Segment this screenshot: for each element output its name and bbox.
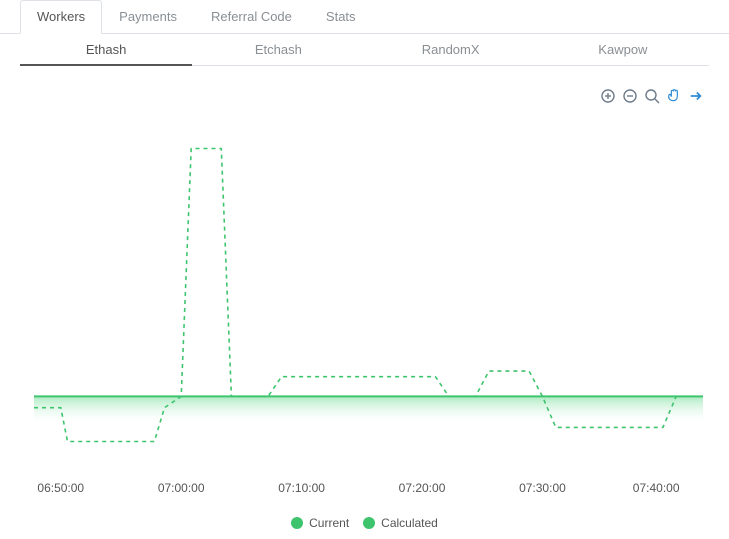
legend-label: Calculated [381,516,438,530]
tab-payments[interactable]: Payments [102,0,194,34]
legend-marker [291,517,303,529]
x-tick-label: 07:00:00 [158,481,205,495]
x-tick-label: 07:10:00 [278,481,325,495]
legend-marker [363,517,375,529]
chart-canvas[interactable]: 06:50:00 07:00:00 07:10:00 07:20:00 07:30:00… [20,126,709,506]
primary-tabs: WorkersPaymentsReferral CodeStats [0,0,729,34]
zoom-in-icon[interactable] [599,87,617,105]
algo-tab-etchash[interactable]: Etchash [192,34,364,65]
algo-tab-ethash[interactable]: Ethash [20,34,192,65]
pan-icon[interactable] [665,87,683,105]
zoom-out-icon[interactable] [621,87,639,105]
algo-tab-randomx[interactable]: RandomX [365,34,537,65]
x-tick-label: 06:50:00 [37,481,84,495]
reset-icon[interactable] [687,87,705,105]
legend-item-current[interactable]: Current [291,516,349,530]
x-tick-label: 07:20:00 [399,481,446,495]
algo-tab-kawpow[interactable]: Kawpow [537,34,709,65]
x-tick-label: 07:40:00 [633,481,680,495]
algorithm-tabs: EthashEtchashRandomXKawpow [20,34,709,66]
series-current-area [34,396,703,424]
selection-zoom-icon[interactable] [643,87,661,105]
legend-item-calculated[interactable]: Calculated [363,516,438,530]
tab-referral-code[interactable]: Referral Code [194,0,309,34]
hashrate-chart: 06:50:00 07:00:00 07:10:00 07:20:00 07:30:00… [20,126,709,506]
chart-legend: Current Calculated [0,516,729,530]
tab-stats[interactable]: Stats [309,0,373,34]
chart-toolbar [0,66,729,108]
x-tick-label: 07:30:00 [519,481,566,495]
legend-label: Current [309,516,349,530]
tab-workers[interactable]: Workers [20,0,102,34]
